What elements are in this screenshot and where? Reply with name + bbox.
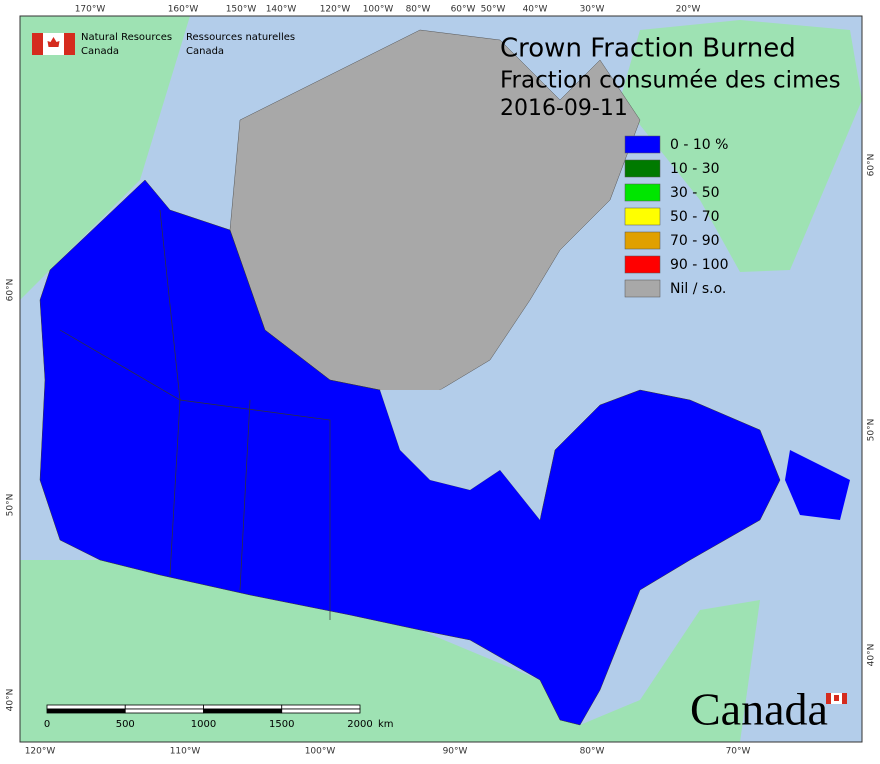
agency-fr: Ressources naturelles	[186, 32, 295, 43]
legend-swatch	[624, 255, 661, 274]
longitude-label: 120°W	[320, 5, 351, 15]
legend-label: 0 - 10 %	[670, 137, 728, 153]
latitude-label: 40°N	[6, 689, 16, 712]
flag-band	[842, 693, 847, 704]
scale-label: 0	[44, 719, 50, 730]
longitude-label: 90°W	[443, 747, 468, 757]
legend-label: 90 - 100	[670, 257, 729, 273]
graticule-labels: 170°W 160°W 150°W 140°W 120°W 100°W 80°W 60°W 50…	[6, 5, 877, 757]
legend: 0 - 10 % 10 - 30 30 - 50 50 - 70 70 - 90 90 -…	[624, 135, 729, 298]
agency-fr: Canada	[186, 46, 224, 57]
scale-label: 500	[116, 719, 135, 730]
date: 2016-09-11	[500, 96, 628, 121]
scale-segment	[203, 704, 283, 710]
longitude-label: 50°W	[481, 5, 506, 15]
canada-mainland	[39, 179, 781, 726]
scale-segment	[46, 708, 126, 714]
legend-label: Nil / s.o.	[670, 281, 726, 297]
legend-label: 50 - 70	[670, 209, 720, 225]
longitude-label: 100°W	[363, 5, 394, 15]
scale-segment	[281, 704, 361, 710]
legend-label: 70 - 90	[670, 233, 720, 249]
usa	[20, 560, 760, 742]
map	[19, 15, 863, 743]
hudson-bay	[380, 360, 545, 520]
latitude-label: 60°N	[867, 154, 877, 177]
longitude-label: 100°W	[305, 747, 336, 757]
agency-en: Natural Resources	[81, 32, 172, 43]
legend-swatch	[624, 279, 661, 298]
longitude-label: 80°W	[580, 747, 605, 757]
longitude-label: 60°W	[451, 5, 476, 15]
scale-unit: km	[378, 719, 394, 730]
scale-label: 2000	[347, 719, 372, 730]
scale-bar: 0 500 1000 1500 2000 km	[44, 704, 394, 730]
greenland	[620, 20, 862, 272]
legend-swatch	[624, 159, 661, 178]
legend-swatch	[624, 207, 661, 226]
maple-leaf	[47, 37, 60, 47]
title: Crown Fraction Burned	[500, 34, 796, 64]
alaska	[20, 16, 190, 300]
legend-swatch	[624, 135, 661, 154]
longitude-label: 120°W	[25, 747, 56, 757]
latitude-label: 40°N	[867, 644, 877, 667]
longitude-label: 70°W	[726, 747, 751, 757]
latitude-label: 50°N	[867, 419, 877, 442]
legend-label: 10 - 30	[670, 161, 720, 177]
border	[59, 329, 331, 620]
longitude-label: 30°W	[580, 5, 605, 15]
maple-leaf	[834, 695, 839, 701]
longitude-label: 140°W	[266, 5, 297, 15]
legend-swatch	[624, 231, 661, 250]
longitude-label: 40°W	[523, 5, 548, 15]
scale-segment	[46, 704, 126, 710]
flag-band	[826, 693, 831, 704]
scale-segment	[124, 704, 204, 710]
longitude-label: 80°W	[406, 5, 431, 15]
newfoundland	[785, 450, 850, 520]
scale-segment	[124, 708, 204, 714]
scale-label: 1500	[269, 719, 294, 730]
longitude-label: 150°W	[226, 5, 257, 15]
latitude-label: 60°N	[6, 279, 16, 302]
scale-segment	[281, 708, 361, 714]
wordmark: Canada	[690, 684, 828, 735]
map-frame	[19, 15, 863, 743]
agency-en: Canada	[81, 46, 119, 57]
longitude-label: 110°W	[170, 747, 201, 757]
subtitle: Fraction consumée des cimes	[500, 68, 841, 94]
longitude-label: 160°W	[168, 5, 199, 15]
longitude-label: 20°W	[676, 5, 701, 15]
longitude-label: 170°W	[75, 5, 106, 15]
legend-label: 30 - 50	[670, 185, 720, 201]
flag-band	[64, 33, 75, 55]
scale-label: 1000	[191, 719, 216, 730]
latitude-label: 50°N	[6, 494, 16, 517]
wordmark-flag	[826, 693, 847, 704]
border	[239, 399, 251, 591]
flag-band	[32, 33, 43, 55]
nrcan-flag	[32, 33, 75, 55]
scale-segment	[203, 708, 283, 714]
legend-swatch	[624, 183, 661, 202]
